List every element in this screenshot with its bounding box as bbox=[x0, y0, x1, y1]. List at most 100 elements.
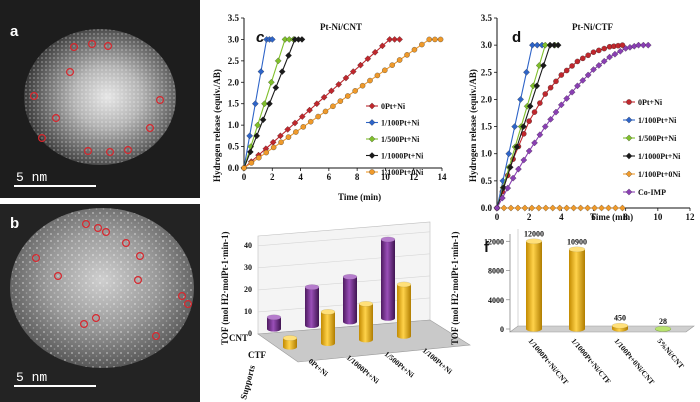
grid-line bbox=[257, 231, 431, 247]
data-point bbox=[536, 131, 544, 139]
category-label: 1/1000Pt+Ni bbox=[345, 353, 381, 385]
legend-label: Co-IMP bbox=[638, 188, 666, 197]
pt-atom-marker bbox=[103, 41, 112, 50]
x-tick-label: 4 bbox=[298, 172, 303, 182]
y-tick-label: 1.5 bbox=[481, 122, 493, 132]
bar-body bbox=[569, 249, 585, 329]
legend-label: 0Pt+Ni bbox=[638, 98, 663, 107]
data-point bbox=[337, 98, 344, 104]
data-point bbox=[313, 100, 321, 108]
x-tick-label: 0 bbox=[495, 212, 500, 222]
data-point bbox=[320, 93, 328, 101]
pt-atom-marker bbox=[146, 123, 155, 132]
data-point bbox=[298, 113, 306, 120]
x-tick-label: 2 bbox=[270, 172, 275, 182]
pt-atom-marker bbox=[105, 148, 114, 157]
data-point bbox=[526, 102, 534, 110]
y-tick-label: 1.0 bbox=[228, 120, 240, 130]
data-point bbox=[268, 78, 275, 86]
y-axis-label-d: Hydrogen release (equiv./AB) bbox=[468, 69, 478, 182]
data-point bbox=[515, 165, 522, 173]
data-point bbox=[241, 165, 247, 171]
pt-atom-marker bbox=[65, 67, 74, 76]
data-point bbox=[537, 100, 543, 106]
data-point bbox=[248, 160, 255, 166]
y-axis-label-f: TOF (mol H2·molPt-1·min-1) bbox=[450, 232, 460, 346]
bar-base bbox=[343, 319, 357, 325]
data-point bbox=[526, 118, 532, 124]
panel-a: a 5 nm bbox=[0, 0, 200, 198]
panel-label-c: c bbox=[256, 29, 265, 46]
series-c bbox=[240, 36, 444, 172]
pt-atom-marker bbox=[37, 134, 46, 143]
y-tick-label: 40 bbox=[244, 241, 252, 250]
data-point bbox=[257, 68, 265, 75]
data-point bbox=[529, 41, 536, 49]
data-point bbox=[330, 103, 336, 110]
data-point bbox=[553, 78, 559, 85]
data-point bbox=[549, 204, 557, 212]
bar-top bbox=[396, 281, 412, 288]
data-point bbox=[563, 204, 571, 212]
data-point bbox=[558, 101, 565, 109]
data-point bbox=[611, 50, 619, 58]
bar-body bbox=[359, 303, 373, 340]
data-point bbox=[371, 48, 379, 56]
chart-f: f 0 4000 8000 12000 12000 10900 450 28 1/1000Pt+… bbox=[450, 229, 695, 386]
data-point bbox=[619, 204, 626, 212]
data-point bbox=[278, 68, 286, 75]
y-tick-label: 4000 bbox=[488, 296, 504, 305]
data-point bbox=[505, 150, 513, 158]
data-point bbox=[254, 121, 261, 129]
scale-bar-label-b: 5 nm bbox=[16, 370, 47, 385]
legend-label: 1/100Pt+0Ni bbox=[638, 170, 681, 179]
data-point bbox=[535, 204, 543, 212]
data-point bbox=[300, 124, 307, 130]
bar-body bbox=[526, 241, 542, 329]
legend-label: 1/1000Pt+Ni bbox=[381, 152, 424, 161]
data-point bbox=[261, 100, 268, 108]
x-tick-label: 0 bbox=[242, 172, 247, 182]
x-tick-label: 10 bbox=[653, 212, 663, 222]
bar-top bbox=[654, 325, 672, 332]
data-point bbox=[500, 184, 507, 191]
data-point bbox=[616, 47, 624, 55]
legend-label: 1/100Pt+Ni bbox=[381, 119, 420, 128]
data-point bbox=[563, 67, 570, 74]
data-point bbox=[359, 82, 366, 89]
pt-atom-marker bbox=[152, 332, 161, 341]
scale-bar-label-a: 5 nm bbox=[16, 170, 47, 185]
data-point bbox=[541, 123, 549, 130]
data-point bbox=[520, 123, 527, 130]
depth-label: CTF bbox=[248, 350, 267, 360]
data-point bbox=[605, 204, 612, 212]
data-point bbox=[552, 108, 560, 116]
data-point bbox=[252, 100, 259, 108]
bar-body bbox=[397, 284, 411, 337]
data-point bbox=[253, 132, 261, 140]
pt-atom-marker bbox=[91, 314, 100, 323]
x-axis-label-d: Time (min) bbox=[590, 212, 633, 222]
bar-top bbox=[525, 238, 543, 245]
bar-base bbox=[359, 337, 373, 343]
pt-atom-marker bbox=[53, 272, 62, 281]
pt-atom-marker bbox=[156, 95, 165, 104]
legend-label: 0Pt+Ni bbox=[381, 102, 406, 111]
floor-f bbox=[509, 325, 695, 333]
data-point bbox=[554, 41, 562, 49]
pt-atom-marker bbox=[93, 224, 102, 233]
x-tick-label: 8 bbox=[355, 172, 360, 182]
panel-label-f: f bbox=[484, 239, 490, 256]
data-point bbox=[504, 184, 512, 192]
data-point bbox=[270, 144, 277, 151]
data-point bbox=[335, 81, 342, 88]
data-point bbox=[507, 204, 515, 212]
y-tick-label: 0.5 bbox=[481, 176, 493, 186]
data-point bbox=[391, 36, 398, 43]
pt-atom-marker bbox=[51, 113, 60, 122]
y-tick-label: 8000 bbox=[488, 267, 504, 276]
data-point bbox=[259, 116, 267, 124]
legend-marker bbox=[625, 116, 633, 124]
data-point bbox=[511, 123, 519, 130]
